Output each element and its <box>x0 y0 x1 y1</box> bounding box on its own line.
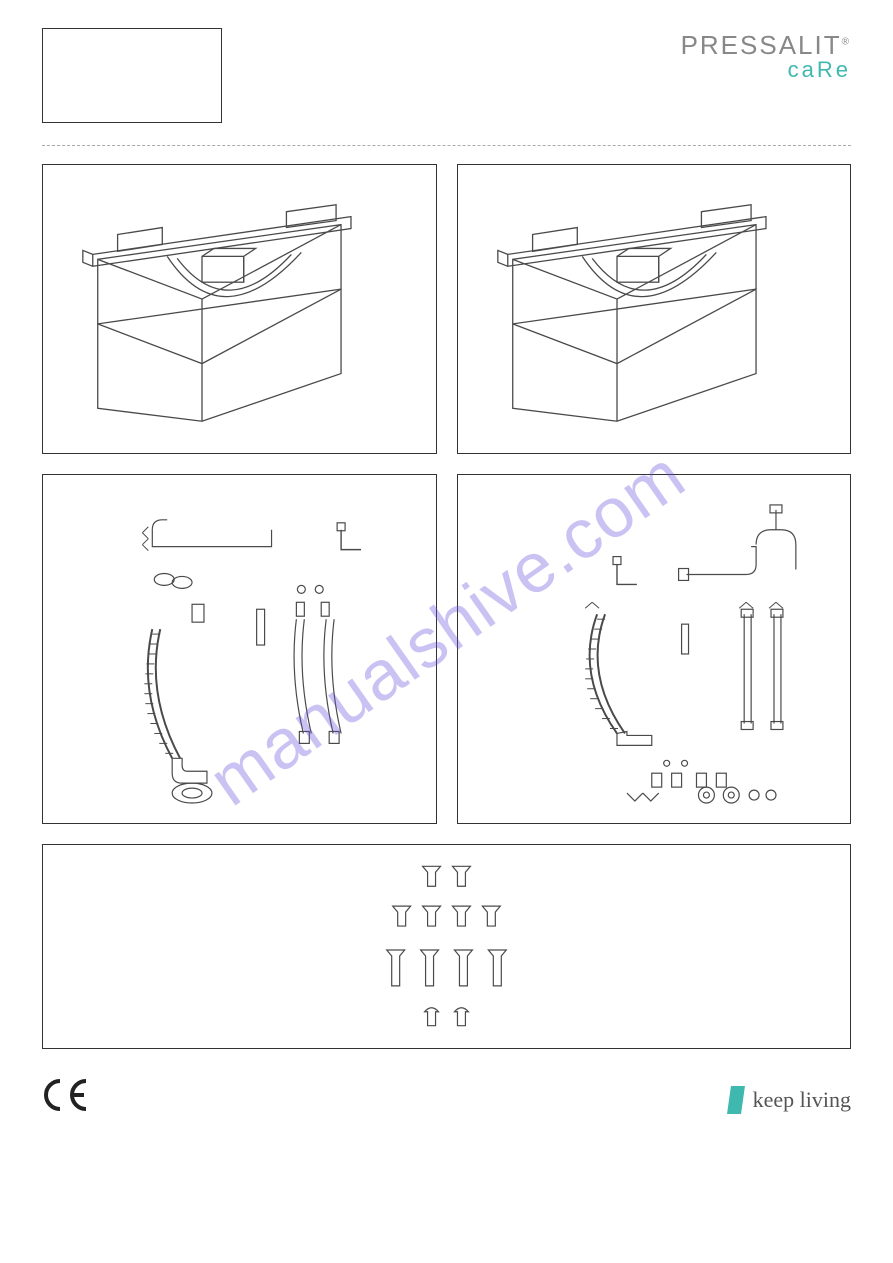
parts-drawing-right <box>458 475 851 823</box>
divider-dashed <box>42 145 851 146</box>
ce-mark <box>42 1077 92 1123</box>
panel-parts-right <box>457 474 852 824</box>
tagline: keep living <box>729 1086 851 1114</box>
fasteners-drawing <box>43 844 850 1049</box>
row-units <box>42 164 851 454</box>
panel-parts-left <box>42 474 437 824</box>
unit-drawing-left <box>43 165 436 453</box>
unit-drawing-right <box>458 165 851 453</box>
row-parts <box>42 474 851 824</box>
panel-unit-left <box>42 164 437 454</box>
registered-mark: ® <box>842 36 851 47</box>
parts-drawing-left <box>43 475 436 823</box>
ce-icon <box>42 1077 92 1113</box>
tagline-text: keep living <box>753 1087 851 1113</box>
panel-fasteners <box>42 844 851 1049</box>
title-box <box>42 28 222 123</box>
brand-text-top: PRESSALIT <box>681 30 842 60</box>
header: PRESSALIT® caRe <box>42 28 851 133</box>
brand-logo: PRESSALIT® caRe <box>681 28 851 83</box>
footer: keep living <box>42 1077 851 1123</box>
tagline-icon <box>727 1086 745 1114</box>
panel-unit-right <box>457 164 852 454</box>
